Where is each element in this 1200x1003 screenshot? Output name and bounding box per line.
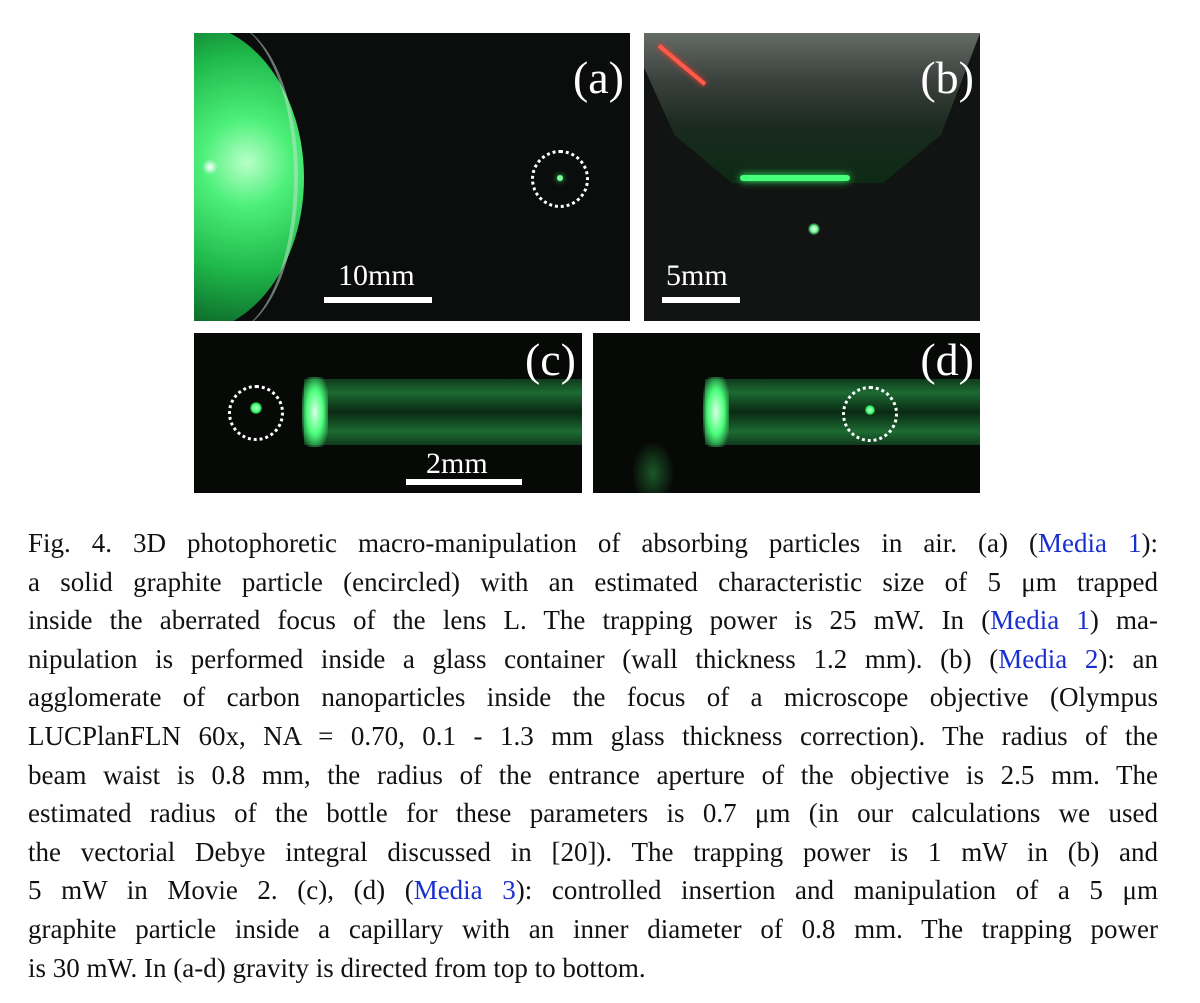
lens-rim: [194, 33, 298, 321]
lens-glint: [202, 159, 218, 175]
caption-line: nipulation is performed inside a glass c…: [28, 640, 1158, 679]
caption-line: estimated radius of the bottle for these…: [28, 794, 1158, 833]
caption-text: ): an: [1098, 643, 1159, 674]
scale-bar-label-c: 2mm: [426, 447, 488, 480]
figure-panel-c: (c) 2mm: [194, 333, 582, 493]
caption-text: a solid graphite particle (encircled) wi…: [28, 566, 1158, 597]
caption-line: beam waist is 0.8 mm, the radius of the …: [28, 756, 1158, 795]
caption-text: nipulation is performed inside a glass c…: [28, 643, 999, 674]
encircled-particle-marker: [228, 385, 284, 441]
figure-panel-b: (b) 5mm: [644, 33, 980, 321]
caption-text: ): controlled insertion and manipulation…: [515, 875, 1158, 906]
caption-line: the vectorial Debye integral discussed i…: [28, 833, 1158, 872]
encircled-particle-marker: [531, 150, 589, 208]
figure-panel-d: (d): [593, 333, 980, 493]
caption-text: graphite particle inside a capillary wit…: [28, 913, 1158, 944]
caption-line: Fig. 4. 3D photophoretic macro-manipulat…: [28, 524, 1158, 563]
media-link[interactable]: Media 2: [998, 643, 1099, 674]
caption-text: Fig. 4. 3D photophoretic macro-manipulat…: [28, 528, 1039, 558]
encircled-particle-marker: [842, 386, 898, 442]
caption-line: is 30 mW. In (a-d) gravity is directed f…: [28, 949, 1158, 988]
media-link[interactable]: Media 3: [413, 875, 516, 906]
caption-line: agglomerate of carbon nanoparticles insi…: [28, 678, 1158, 717]
caption-text: agglomerate of carbon nanoparticles insi…: [28, 682, 1158, 713]
caption-text: 5 mW in Movie 2. (c), (d) (: [28, 875, 414, 906]
scale-bar-a: [324, 297, 432, 303]
caption-text: inside the aberrated focus of the lens L…: [28, 605, 991, 636]
scale-bar-label-a: 10mm: [338, 259, 415, 292]
figure-caption: Fig. 4. 3D photophoretic macro-manipulat…: [28, 524, 1158, 987]
panel-label-c: (c): [524, 334, 576, 385]
caption-line: graphite particle inside a capillary wit…: [28, 910, 1158, 949]
caption-line: a solid graphite particle (encircled) wi…: [28, 563, 1158, 602]
objective-green-ring: [740, 175, 850, 181]
capillary: [304, 379, 582, 445]
caption-text: beam waist is 0.8 mm, the radius of the …: [28, 759, 1158, 790]
trapped-agglomerate: [808, 223, 820, 235]
caption-text: ):: [1141, 528, 1159, 558]
figure-panel-a: (a) 10mm: [194, 33, 630, 321]
scale-bar-c: [406, 479, 522, 485]
caption-text: the vectorial Debye integral discussed i…: [28, 836, 1158, 867]
caption-line: LUCPlanFLN 60x, NA = 0.70, 0.1 - 1.3 mm …: [28, 717, 1158, 756]
media-link[interactable]: Media 1: [990, 605, 1090, 636]
capillary-tip: [703, 377, 729, 447]
caption-line: 5 mW in Movie 2. (c), (d) (Media 3): con…: [28, 871, 1158, 910]
caption-text: is 30 mW. In (a-d) gravity is directed f…: [28, 952, 646, 983]
panel-label-d: (d): [920, 334, 974, 385]
capillary-tip: [302, 377, 328, 447]
scale-bar-b: [662, 297, 740, 303]
caption-text: ) ma-: [1089, 605, 1158, 636]
media-link[interactable]: Media 1: [1038, 528, 1142, 558]
scattered-light: [633, 443, 673, 493]
panel-label-b: (b): [920, 52, 974, 103]
caption-text: LUCPlanFLN 60x, NA = 0.70, 0.1 - 1.3 mm …: [28, 720, 1158, 751]
panel-label-a: (a): [572, 52, 624, 103]
scale-bar-label-b: 5mm: [666, 259, 728, 292]
caption-text: estimated radius of the bottle for these…: [28, 798, 1158, 829]
caption-line: inside the aberrated focus of the lens L…: [28, 601, 1158, 640]
